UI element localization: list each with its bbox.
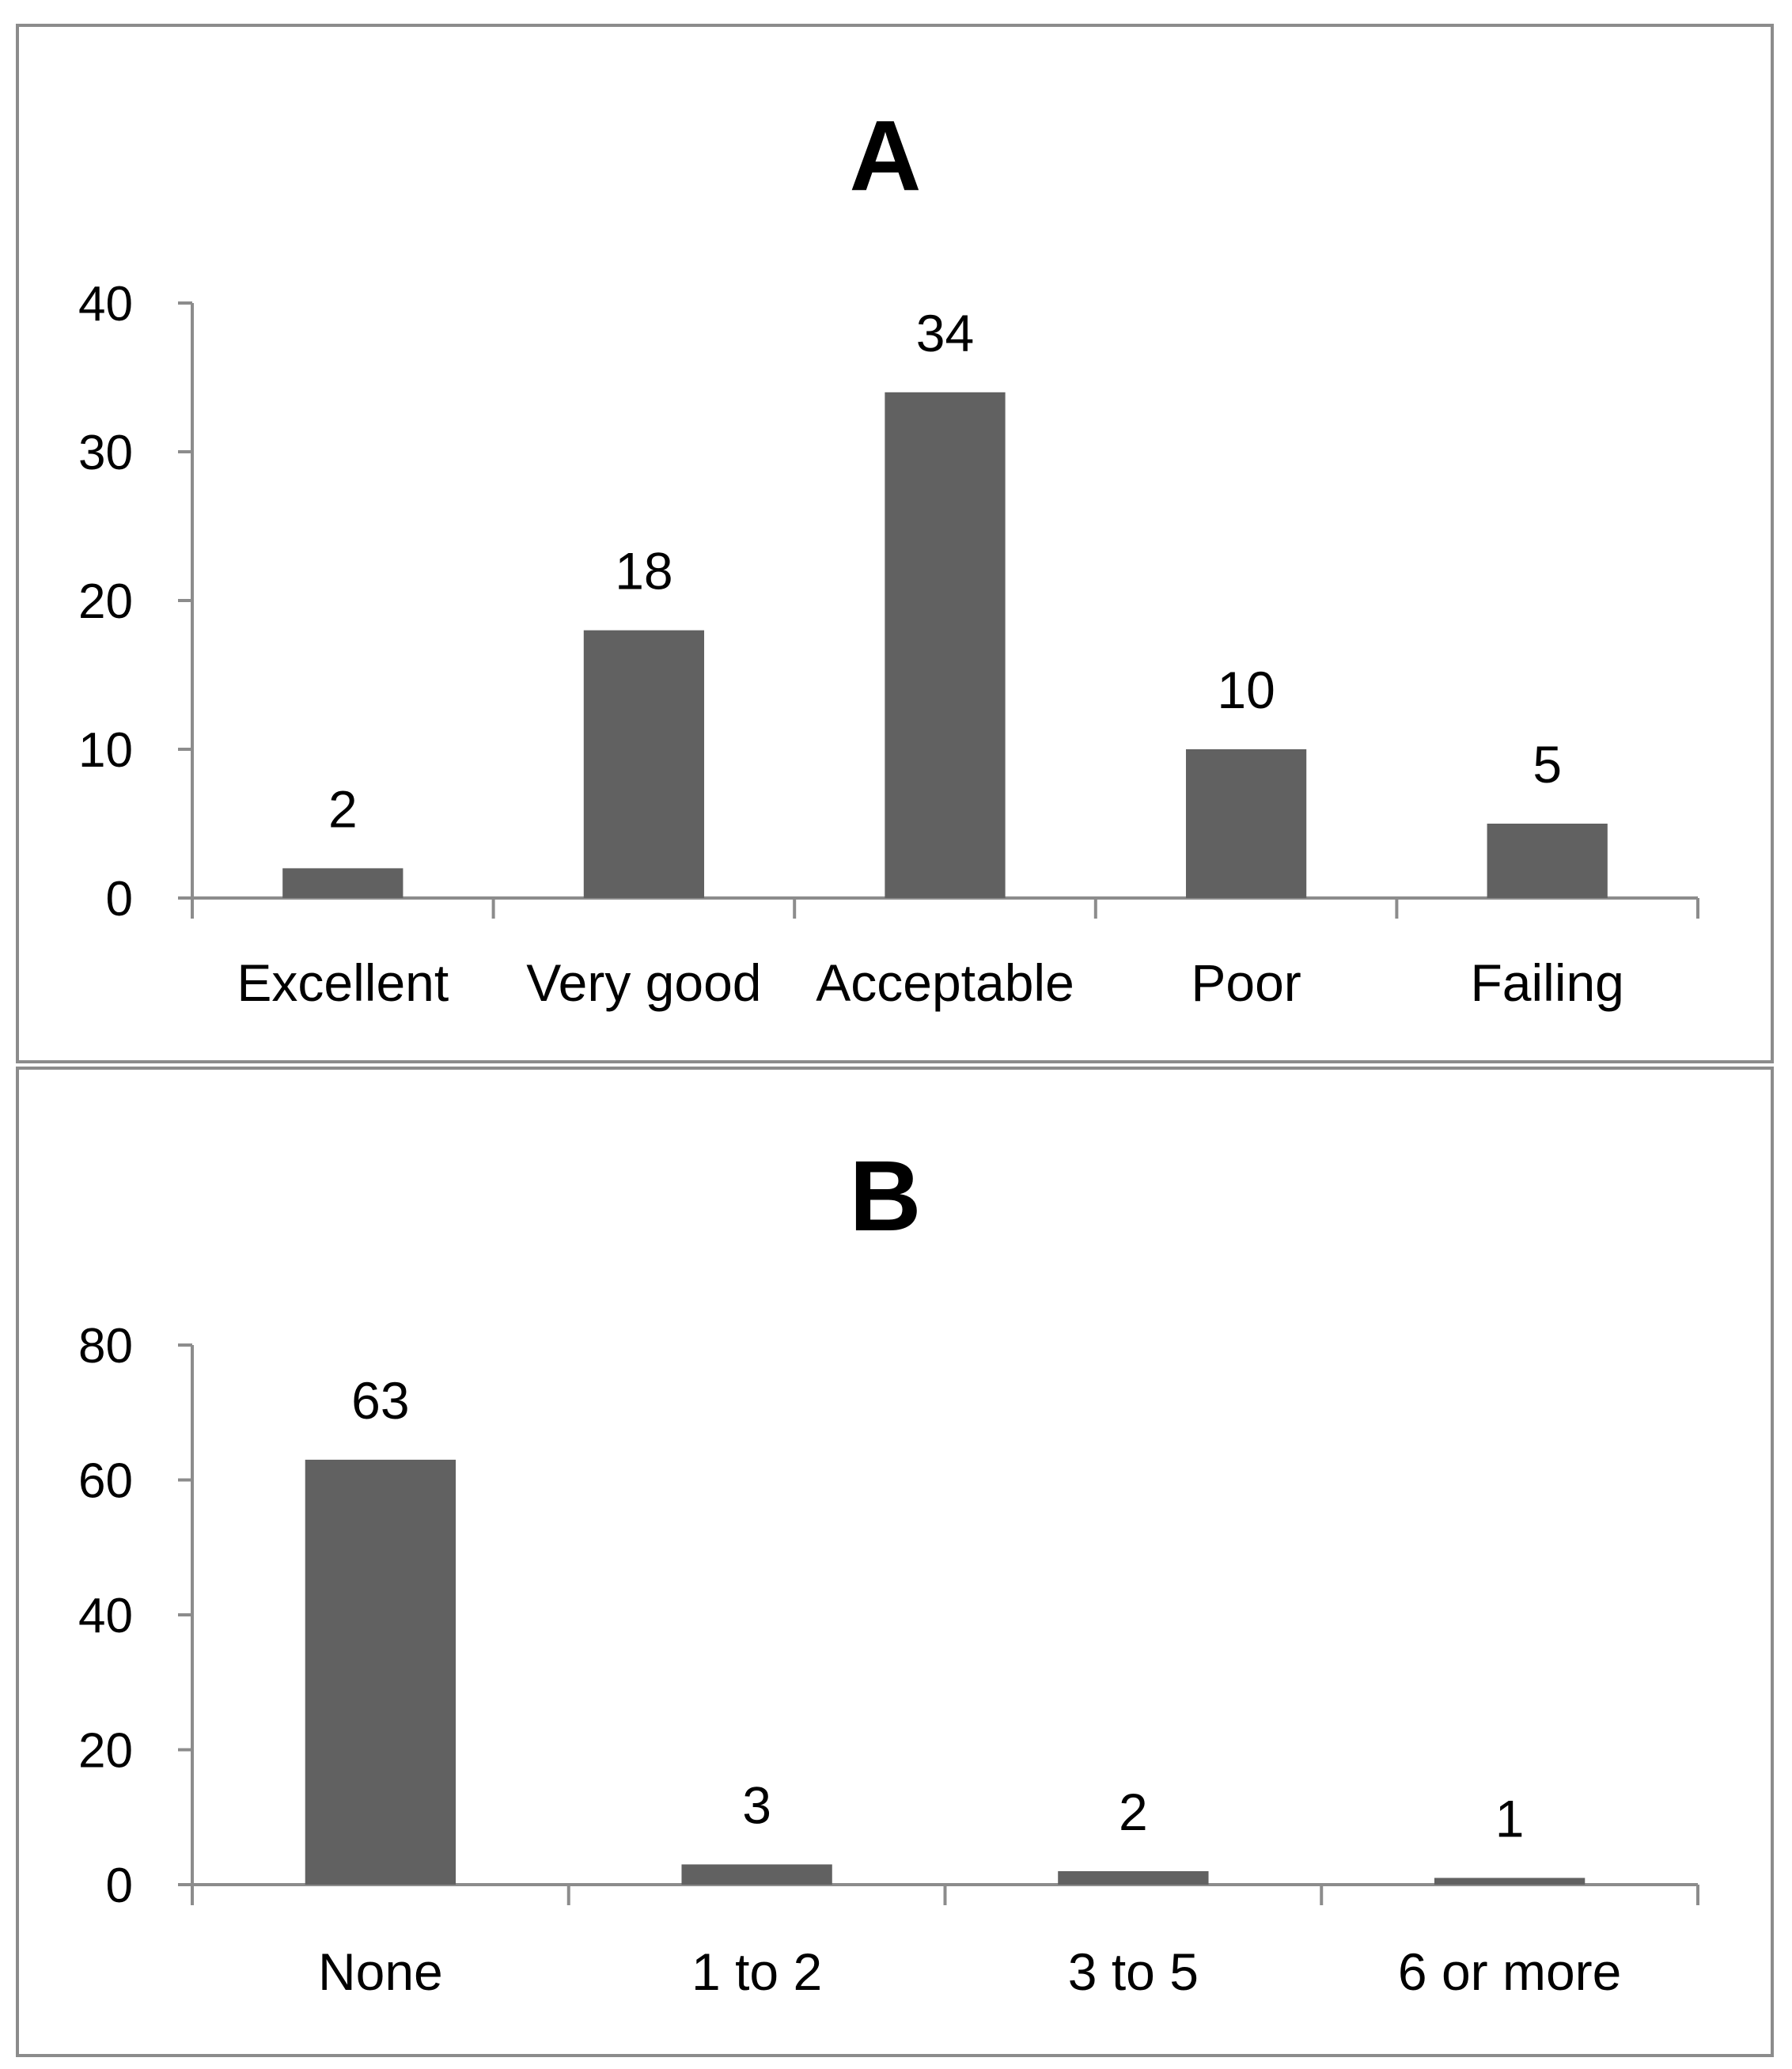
bar-none [305,1459,457,1885]
y-tick-label: 60 [78,1454,133,1509]
data-label: 5 [1532,735,1562,794]
data-label: 18 [615,542,672,601]
chart-title: A [850,100,922,211]
x-tick-label: 6 or more [1398,1942,1621,2001]
bar-6-or-more [1434,1878,1586,1885]
x-tick-label: 1 to 2 [691,1942,822,2001]
y-tick-label: 0 [106,872,133,927]
x-tick-label: 3 to 5 [1068,1942,1199,2001]
y-tick-label: 40 [78,1589,133,1643]
bar-3-to-5 [1058,1870,1209,1885]
x-tick-label: Excellent [237,953,449,1012]
y-tick-label: 20 [78,574,133,629]
y-tick-label: 80 [78,1319,133,1374]
data-label: 34 [916,304,974,362]
x-tick-label: Failing [1470,953,1623,1012]
bar-acceptable [885,392,1006,898]
chart-panel-a: A 0 10 20 30 40 2 Excellent 18 Very good 34 Accepta… [16,24,1774,1063]
data-label: 2 [328,779,358,838]
y-tick-label: 0 [106,1859,133,1913]
chart-panel-b: B 0 20 40 60 80 63 None 3 1 to 2 2 3 to 5 1 6 or more [16,1067,1774,2057]
x-tick-label: None [318,1942,443,2001]
data-label: 1 [1495,1789,1525,1847]
chart-title: B [850,1140,922,1252]
y-tick-label: 20 [78,1724,133,1779]
x-tick-label: Acceptable [816,953,1074,1012]
y-tick-label: 30 [78,426,133,480]
bar-very-good [583,630,705,898]
data-label: 10 [1217,661,1275,719]
x-tick-label: Poor [1191,953,1301,1012]
bar-poor [1185,749,1307,898]
data-label: 2 [1119,1783,1148,1841]
bar-failing [1487,824,1608,898]
bar-1-to-2 [681,1864,832,1885]
data-label: 63 [351,1371,409,1430]
bar-excellent [282,868,403,898]
y-tick-label: 10 [78,723,133,778]
x-tick-label: Very good [526,953,761,1012]
data-label: 3 [742,1775,771,1834]
y-tick-label: 40 [78,277,133,332]
